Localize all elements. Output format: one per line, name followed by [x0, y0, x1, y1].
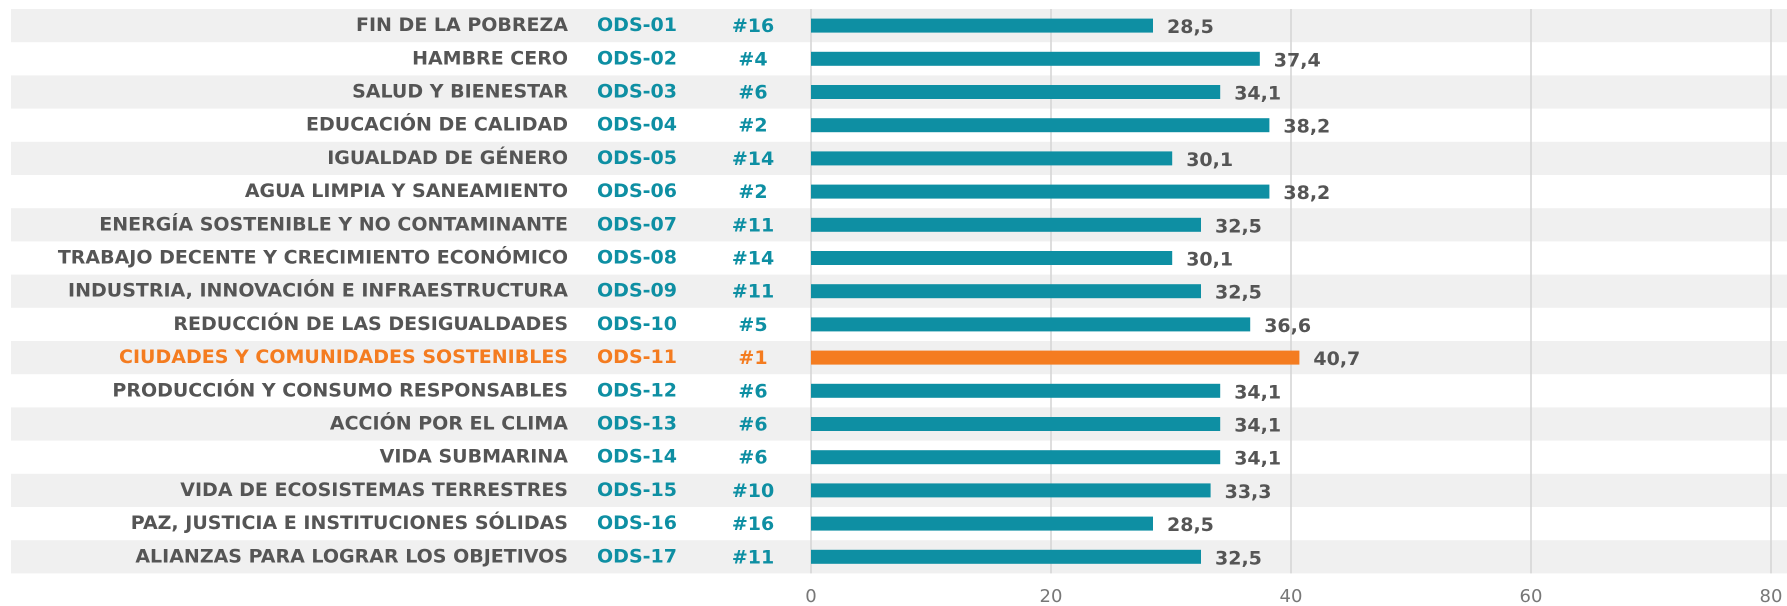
x-tick-label: 60 — [1520, 586, 1543, 606]
bar — [811, 18, 1153, 33]
bar — [811, 51, 1260, 66]
rank-label: #4 — [738, 48, 767, 70]
bar — [811, 483, 1211, 498]
code-label: ODS-13 — [597, 413, 677, 435]
category-label: VIDA SUBMARINA — [380, 446, 569, 468]
value-label: 33,3 — [1225, 481, 1272, 503]
category-label: AGUA LIMPIA Y SANEAMIENTO — [245, 180, 568, 202]
code-label: ODS-02 — [597, 47, 677, 69]
x-tick-label: 20 — [1040, 586, 1063, 606]
value-label: 34,1 — [1234, 381, 1281, 403]
bar — [811, 184, 1270, 199]
bar — [811, 251, 1173, 265]
category-label: SALUD Y BIENESTAR — [352, 81, 568, 103]
rank-label: #6 — [738, 380, 767, 402]
code-label: ODS-07 — [597, 213, 677, 235]
rank-label: #1 — [738, 347, 767, 369]
value-label: 28,5 — [1167, 514, 1214, 536]
category-label: IGUALDAD DE GÉNERO — [327, 146, 568, 169]
rank-label: #14 — [732, 248, 774, 270]
bar — [811, 85, 1221, 99]
code-label: ODS-05 — [597, 147, 677, 169]
value-label: 38,2 — [1283, 116, 1330, 138]
code-label: ODS-14 — [597, 446, 677, 468]
category-label: REDUCCIÓN DE LAS DESIGUALDADES — [173, 311, 568, 335]
bar — [811, 549, 1201, 564]
code-label: ODS-15 — [597, 479, 677, 501]
value-label: 37,4 — [1274, 49, 1321, 71]
rank-label: #16 — [732, 15, 774, 37]
category-label: ACCIÓN POR EL CLIMA — [330, 411, 568, 435]
category-label: INDUSTRIA, INNOVACIÓN E INFRAESTRUCTURA — [68, 278, 568, 302]
code-label: ODS-09 — [597, 280, 677, 302]
value-label: 32,5 — [1215, 215, 1262, 237]
rank-label: #10 — [732, 480, 774, 502]
value-label: 34,1 — [1234, 448, 1281, 470]
bar — [811, 516, 1153, 531]
category-label: CIUDADES Y COMUNIDADES SOSTENIBLES — [119, 346, 568, 368]
bar — [811, 350, 1300, 365]
x-tick-label: 40 — [1280, 586, 1303, 606]
code-label: ODS-16 — [597, 512, 677, 534]
rank-label: #11 — [732, 281, 774, 303]
value-label: 34,1 — [1234, 83, 1281, 105]
category-label: ENERGÍA SOSTENIBLE Y NO CONTAMINANTE — [99, 212, 568, 235]
rank-label: #2 — [738, 181, 767, 203]
code-label: ODS-03 — [597, 81, 677, 103]
rank-label: #16 — [732, 513, 774, 535]
code-label: ODS-11 — [597, 346, 677, 368]
category-label: HAMBRE CERO — [412, 47, 568, 69]
bar — [811, 450, 1221, 465]
category-label: TRABAJO DECENTE Y CRECIMIENTO ECONÓMICO — [58, 245, 568, 269]
rank-label: #5 — [738, 314, 767, 336]
bar — [811, 317, 1251, 332]
bar — [811, 118, 1270, 133]
value-label: 34,1 — [1234, 415, 1281, 437]
code-label: ODS-01 — [597, 14, 677, 36]
rank-label: #11 — [732, 546, 774, 568]
rank-label: #6 — [738, 447, 767, 469]
value-label: 28,5 — [1167, 16, 1214, 38]
bar — [811, 383, 1221, 398]
category-label: VIDA DE ECOSISTEMAS TERRESTRES — [180, 479, 568, 501]
value-label: 30,1 — [1186, 149, 1233, 171]
rank-label: #2 — [738, 115, 767, 137]
rank-label: #14 — [732, 148, 774, 170]
value-label: 36,6 — [1264, 315, 1311, 337]
category-label: PAZ, JUSTICIA E INSTITUCIONES SÓLIDAS — [131, 510, 568, 534]
bar — [811, 151, 1173, 166]
value-label: 32,5 — [1215, 282, 1262, 304]
code-label: ODS-06 — [597, 180, 677, 202]
rank-label: #6 — [738, 414, 767, 436]
rank-label: #6 — [738, 82, 767, 104]
code-label: ODS-04 — [597, 114, 677, 136]
bar — [811, 284, 1201, 299]
x-tick-label: 0 — [805, 586, 816, 606]
category-label: EDUCACIÓN DE CALIDAD — [306, 112, 568, 136]
code-label: ODS-17 — [597, 545, 677, 567]
rank-label: #11 — [732, 214, 774, 236]
bar — [811, 217, 1201, 232]
bar — [811, 417, 1221, 431]
value-label: 32,5 — [1215, 547, 1262, 569]
category-label: PRODUCCIÓN Y CONSUMO RESPONSABLES — [112, 377, 568, 401]
category-label: FIN DE LA POBREZA — [356, 14, 568, 36]
code-label: ODS-08 — [597, 247, 677, 269]
value-label: 30,1 — [1186, 249, 1233, 271]
x-tick-label: 80 — [1760, 586, 1783, 606]
code-label: ODS-12 — [597, 379, 677, 401]
value-label: 38,2 — [1283, 182, 1330, 204]
value-label: 40,7 — [1313, 348, 1360, 370]
code-label: ODS-10 — [597, 313, 677, 335]
category-label: ALIANZAS PARA LOGRAR LOS OBJETIVOS — [135, 545, 568, 567]
